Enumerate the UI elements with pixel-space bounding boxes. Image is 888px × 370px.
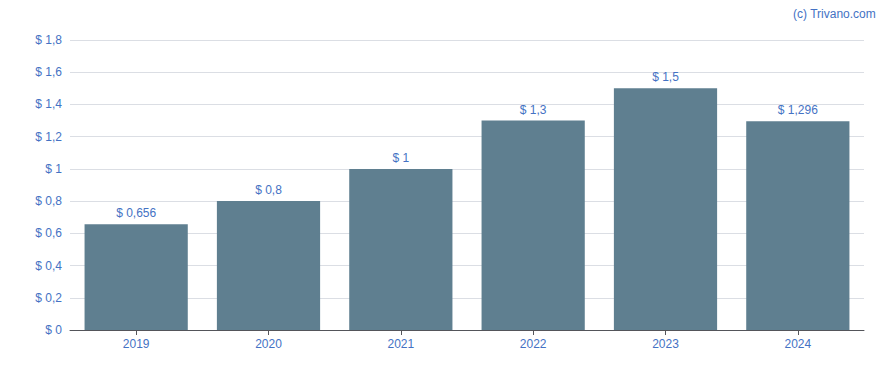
svg-text:2021: 2021 [387, 337, 414, 351]
svg-text:2022: 2022 [520, 337, 547, 351]
svg-text:$ 0,8: $ 0,8 [255, 183, 282, 197]
svg-text:$ 1,5: $ 1,5 [652, 70, 679, 84]
svg-text:$ 0: $ 0 [45, 323, 62, 337]
svg-text:2020: 2020 [255, 337, 282, 351]
svg-text:$ 1,4: $ 1,4 [35, 97, 62, 111]
svg-text:$ 1,8: $ 1,8 [35, 33, 62, 47]
svg-text:(c) Trivano.com: (c) Trivano.com [793, 7, 876, 21]
svg-text:$ 1,3: $ 1,3 [520, 103, 547, 117]
svg-text:$ 1: $ 1 [45, 162, 62, 176]
svg-text:$ 0,4: $ 0,4 [35, 259, 62, 273]
svg-text:2019: 2019 [123, 337, 150, 351]
svg-text:2023: 2023 [652, 337, 679, 351]
svg-text:$ 1,2: $ 1,2 [35, 130, 62, 144]
svg-text:$ 1,6: $ 1,6 [35, 65, 62, 79]
svg-text:2024: 2024 [784, 337, 811, 351]
svg-text:$ 0,656: $ 0,656 [116, 206, 156, 220]
svg-text:$ 0,8: $ 0,8 [35, 194, 62, 208]
svg-text:$ 0,6: $ 0,6 [35, 226, 62, 240]
svg-text:$ 1,296: $ 1,296 [778, 103, 818, 117]
svg-text:$ 1: $ 1 [392, 151, 409, 165]
svg-text:$ 0,2: $ 0,2 [35, 291, 62, 305]
